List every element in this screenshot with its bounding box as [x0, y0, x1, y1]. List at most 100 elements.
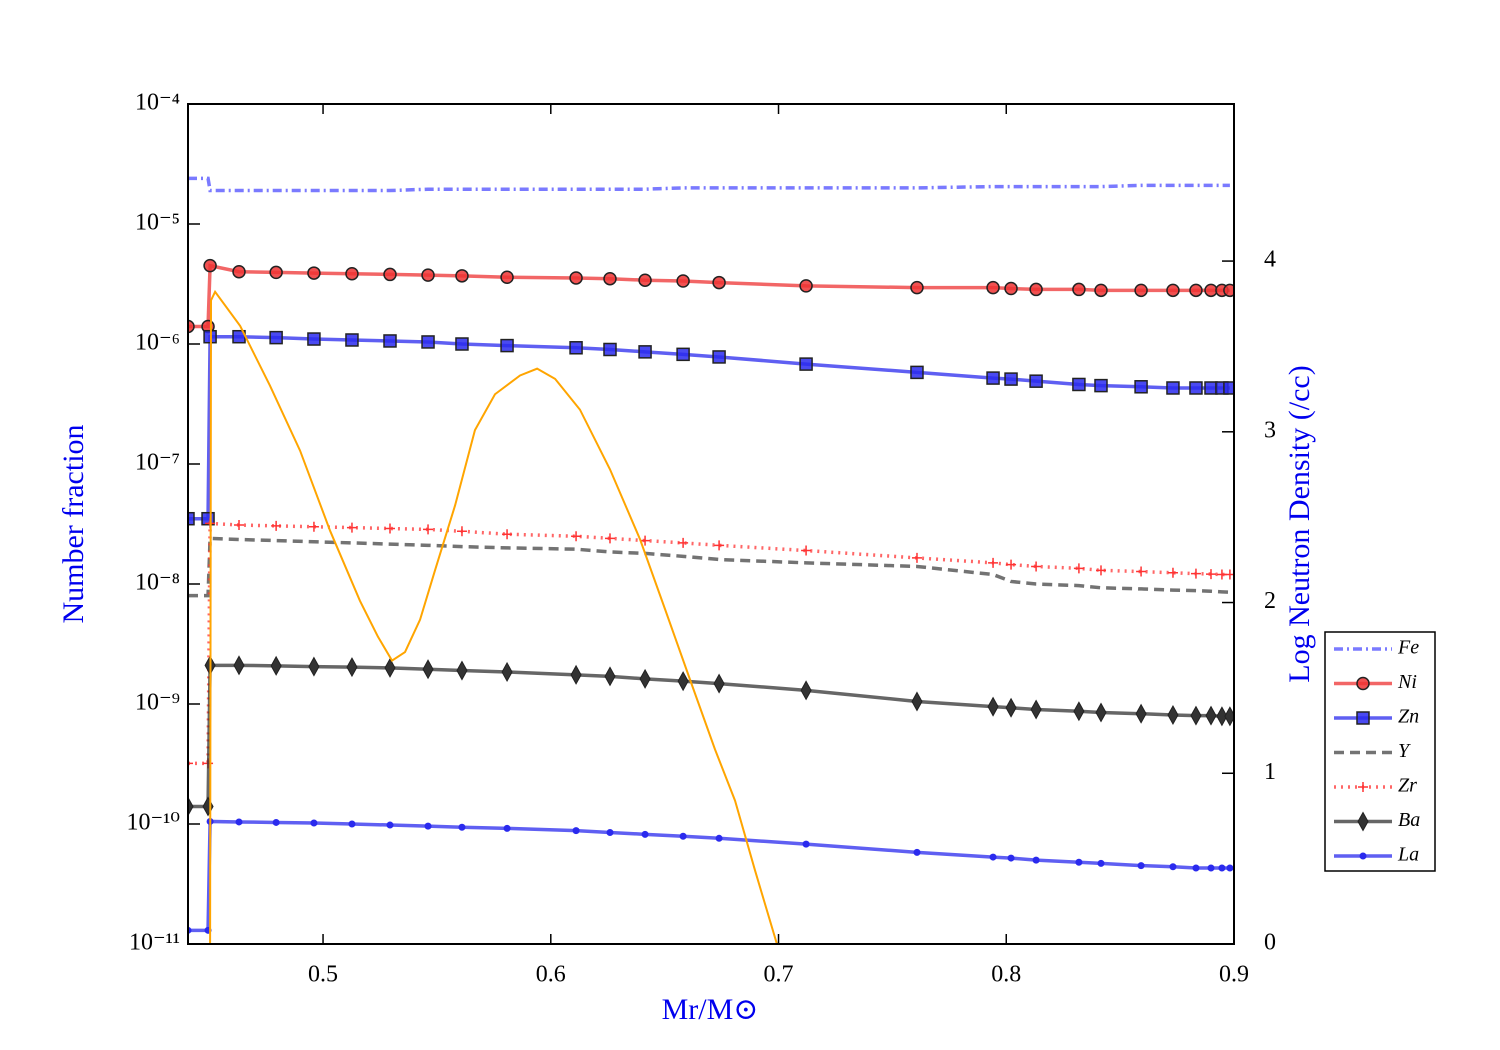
plot-area	[188, 176, 1234, 944]
y-tick-label: 10⁻⁸	[135, 570, 180, 596]
data-point	[1032, 856, 1040, 864]
data-point	[1218, 864, 1226, 872]
data-point	[1192, 864, 1200, 872]
data-point	[986, 371, 1000, 385]
data-point	[500, 338, 514, 353]
data-point	[801, 545, 812, 556]
data-point	[1073, 701, 1085, 722]
x-axis-label: Mr/M⊙	[662, 993, 759, 1026]
x-tick-label: 0.6	[536, 962, 566, 988]
data-point	[1094, 283, 1108, 298]
series-line	[188, 536, 1230, 598]
data-point	[1134, 283, 1148, 298]
data-point	[987, 696, 999, 717]
data-point	[910, 365, 924, 380]
data-point	[1189, 283, 1203, 298]
data-point	[269, 265, 283, 280]
data-point	[1031, 561, 1042, 572]
series-line	[188, 176, 1230, 193]
data-point	[678, 537, 689, 548]
data-point	[272, 818, 280, 826]
data-point	[639, 668, 651, 689]
data-point	[1072, 282, 1086, 297]
y2-tick-label: 1	[1264, 759, 1276, 785]
series-line	[209, 289, 778, 944]
data-point	[799, 357, 813, 371]
data-point	[1005, 697, 1017, 718]
data-point	[1029, 374, 1043, 388]
x-tick-label: 0.7	[764, 962, 794, 988]
data-point	[308, 656, 320, 677]
data-point	[501, 661, 513, 682]
data-point	[348, 820, 356, 828]
data-point	[188, 796, 194, 817]
data-point	[202, 796, 214, 817]
data-point	[307, 332, 321, 346]
data-point	[1134, 380, 1148, 394]
data-point	[188, 319, 195, 334]
legend-label: Fe	[1397, 637, 1419, 659]
y-tick-label: 10⁻⁴	[135, 90, 180, 116]
data-point	[1030, 699, 1042, 720]
data-point	[910, 280, 924, 295]
data-point	[1007, 854, 1015, 862]
data-point	[640, 535, 651, 546]
legend-label: Zr	[1398, 775, 1417, 797]
data-point	[1095, 702, 1107, 723]
series-line	[188, 334, 1230, 521]
data-point	[203, 258, 217, 273]
data-point	[677, 671, 689, 692]
data-point	[308, 521, 319, 532]
y-tick-label: 10⁻⁷	[135, 450, 180, 476]
data-point	[1096, 565, 1106, 576]
data-point	[422, 659, 434, 680]
y-tick-label: 10⁻¹⁰	[127, 810, 180, 836]
y-tick-label: 10⁻⁵	[135, 210, 180, 236]
data-point	[188, 511, 195, 526]
data-point	[458, 823, 466, 831]
data-point	[385, 523, 396, 534]
data-point	[455, 337, 469, 351]
legend: Fe Ni Zn Y Zr Ba La	[1324, 631, 1436, 872]
data-point	[679, 832, 687, 840]
data-point	[1029, 282, 1043, 297]
data-point	[1206, 569, 1216, 580]
data-point	[421, 268, 435, 282]
data-point	[1166, 381, 1180, 395]
data-point	[572, 827, 580, 835]
data-point	[989, 853, 997, 861]
y-tick-label: 10⁻⁹	[135, 690, 180, 716]
data-point	[384, 657, 396, 678]
y2-tick-label: 0	[1264, 930, 1276, 956]
data-point	[502, 529, 513, 540]
data-point	[604, 666, 616, 687]
data-point	[1004, 372, 1018, 386]
data-point	[1166, 283, 1180, 298]
legend-marker	[1356, 711, 1370, 725]
data-point	[1006, 559, 1017, 570]
legend-label: Y	[1398, 740, 1411, 762]
data-point	[1135, 703, 1147, 724]
data-point	[345, 266, 359, 281]
data-point	[1094, 378, 1108, 393]
data-point	[911, 691, 923, 712]
data-point	[638, 273, 652, 287]
data-point	[1097, 859, 1105, 867]
legend-marker	[1357, 811, 1369, 832]
data-point	[503, 824, 511, 832]
data-point	[911, 552, 922, 563]
axes-frame	[187, 103, 1235, 945]
data-point	[603, 342, 617, 357]
data-point	[799, 279, 813, 293]
legend-marker	[1356, 676, 1370, 691]
data-point	[188, 758, 193, 769]
data-point	[1072, 377, 1086, 392]
legend-marker	[1358, 782, 1368, 792]
data-point	[800, 680, 812, 701]
data-point	[1190, 568, 1201, 579]
data-point	[270, 655, 282, 676]
data-point	[712, 275, 726, 290]
legend-marker	[1359, 852, 1367, 860]
data-point	[383, 334, 397, 348]
